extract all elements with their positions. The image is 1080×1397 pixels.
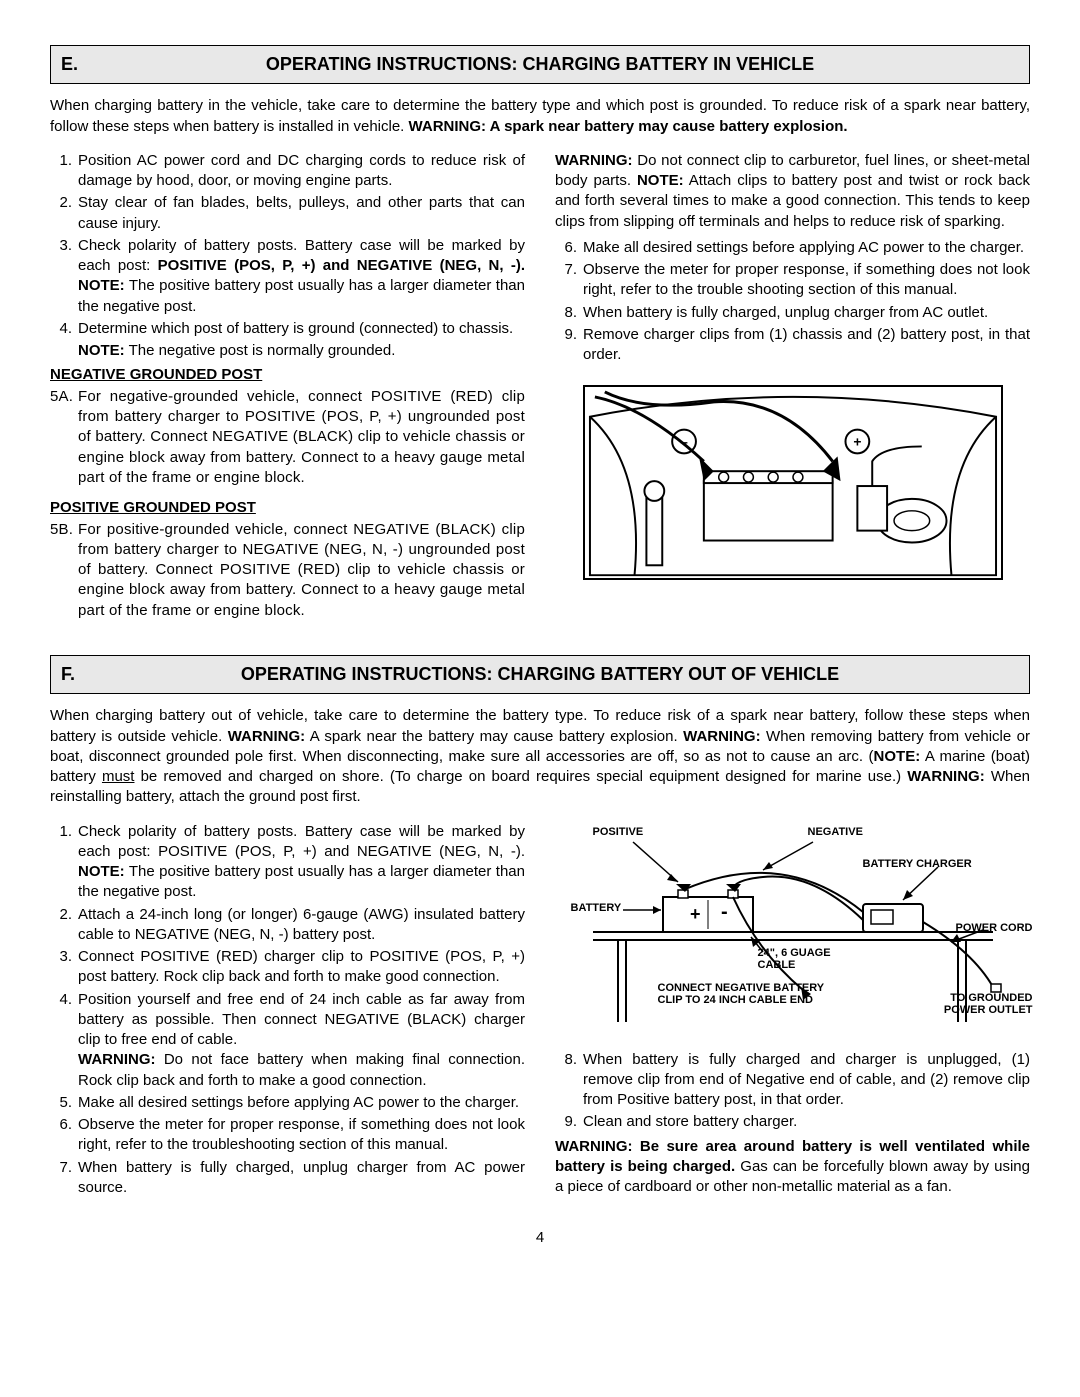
engine-diagram: – + bbox=[583, 385, 1003, 580]
lbl-power: POWER CORD bbox=[956, 922, 1033, 935]
f-step-2: Attach a 24-inch long (or longer) 6-gaug… bbox=[50, 905, 525, 946]
note-b: NOTE: bbox=[637, 172, 684, 189]
f-step-8: When battery is fully charged and charge… bbox=[555, 1050, 1030, 1111]
step-2-text: Stay clear of fan blades, belts, pulleys… bbox=[78, 194, 525, 231]
section-e-letter: E. bbox=[61, 53, 181, 76]
f8: When battery is fully charged and charge… bbox=[583, 1051, 1030, 1109]
step-5b: For positive-grounded vehicle, connect N… bbox=[50, 520, 525, 621]
f9: Clean and store battery charger. bbox=[583, 1113, 797, 1130]
step-9-text: Remove charger clips from (1) chassis an… bbox=[583, 326, 1030, 363]
lbl-outlet: TO GROUNDED POWER OUTLET bbox=[944, 992, 1033, 1017]
bench-diagram: + - bbox=[563, 822, 1023, 1032]
note-bold: NOTE: bbox=[78, 342, 125, 359]
f1b: NOTE: bbox=[78, 863, 125, 880]
f1a: Check polarity of battery posts. Battery… bbox=[78, 823, 525, 860]
f-step-4: Position yourself and free end of 24 inc… bbox=[50, 990, 525, 1091]
f1c: The positive battery post usually has a … bbox=[78, 863, 525, 900]
intro-warning: WARNING: A spark near battery may cause … bbox=[409, 118, 848, 135]
f6: Observe the meter for proper response, i… bbox=[78, 1116, 525, 1153]
f-step-9: Clean and store battery charger. bbox=[555, 1112, 1030, 1132]
lbl-cable: 24", 6 GUAGE CABLE bbox=[758, 947, 831, 972]
f-step-1: Check polarity of battery posts. Battery… bbox=[50, 822, 525, 903]
step-4-text: Determine which post of battery is groun… bbox=[78, 320, 513, 337]
f-step-5: Make all desired settings before applyin… bbox=[50, 1093, 525, 1113]
lbl-battery: BATTERY bbox=[571, 902, 622, 915]
f2: Attach a 24-inch long (or longer) 6-gaug… bbox=[78, 906, 525, 943]
step-5a: For negative-grounded vehicle, connect P… bbox=[50, 387, 525, 488]
note-text: The negative post is normally grounded. bbox=[125, 342, 396, 359]
section-e-title: OPERATING INSTRUCTIONS: CHARGING BATTERY… bbox=[181, 53, 1019, 76]
section-e-intro: When charging battery in the vehicle, ta… bbox=[50, 96, 1030, 137]
right-warning: WARNING: Do not connect clip to carburet… bbox=[555, 151, 1030, 232]
section-f-letter: F. bbox=[61, 663, 181, 686]
section-e-columns: Position AC power cord and DC charging c… bbox=[50, 151, 1030, 623]
lbl-positive: POSITIVE bbox=[593, 826, 644, 839]
section-f-columns: Check polarity of battery posts. Battery… bbox=[50, 822, 1030, 1201]
svg-text:+: + bbox=[853, 434, 861, 450]
step-4-note: NOTE: The negative post is normally grou… bbox=[50, 341, 525, 361]
pos-grounded-head: POSITIVE GROUNDED POST bbox=[50, 498, 525, 518]
f5: Make all desired settings before applyin… bbox=[78, 1094, 519, 1111]
f-step-6: Observe the meter for proper response, i… bbox=[50, 1115, 525, 1156]
section-e-left-col: Position AC power cord and DC charging c… bbox=[50, 151, 525, 623]
ff: NOTE: bbox=[874, 748, 921, 765]
f3: Connect POSITIVE (RED) charger clip to P… bbox=[78, 948, 525, 985]
section-f-left-col: Check polarity of battery posts. Battery… bbox=[50, 822, 525, 1201]
section-f-title: OPERATING INSTRUCTIONS: CHARGING BATTERY… bbox=[181, 663, 1019, 686]
warn-b: WARNING: bbox=[555, 152, 633, 169]
step-6: Make all desired settings before applyin… bbox=[555, 238, 1030, 258]
step-5b-text: For positive-grounded vehicle, connect N… bbox=[78, 521, 525, 619]
fb: WARNING: bbox=[228, 728, 306, 745]
svg-text:+: + bbox=[690, 904, 701, 924]
fh: must bbox=[102, 768, 135, 785]
lbl-connect: CONNECT NEGATIVE BATTERY CLIP TO 24 INCH… bbox=[658, 982, 825, 1007]
f-final-warning: WARNING: Be sure area around battery is … bbox=[555, 1137, 1030, 1198]
fc: A spark near the battery may cause batte… bbox=[305, 728, 683, 745]
step-2: Stay clear of fan blades, belts, pulleys… bbox=[50, 193, 525, 234]
neg-grounded-head: NEGATIVE GROUNDED POST bbox=[50, 365, 525, 385]
section-f-header: F. OPERATING INSTRUCTIONS: CHARGING BATT… bbox=[50, 655, 1030, 694]
svg-text:-: - bbox=[721, 901, 728, 923]
fd: WARNING: bbox=[683, 728, 761, 745]
page-number: 4 bbox=[50, 1228, 1030, 1248]
step-3: Check polarity of battery posts. Battery… bbox=[50, 236, 525, 317]
step-7-text: Observe the meter for proper response, i… bbox=[583, 261, 1030, 298]
lbl-negative: NEGATIVE bbox=[808, 826, 863, 839]
step-4: Determine which post of battery is groun… bbox=[50, 319, 525, 339]
step-9: Remove charger clips from (1) chassis an… bbox=[555, 325, 1030, 366]
fj: WARNING: bbox=[907, 768, 985, 785]
section-e-right-col: WARNING: Do not connect clip to carburet… bbox=[555, 151, 1030, 623]
f-step-7: When battery is fully charged, unplug ch… bbox=[50, 1158, 525, 1199]
step-8-text: When battery is fully charged, unplug ch… bbox=[583, 304, 988, 321]
section-f-right-col: + - bbox=[555, 822, 1030, 1201]
fi: be removed and charged on shore. (To cha… bbox=[134, 768, 907, 785]
f4b: WARNING: bbox=[78, 1051, 156, 1068]
f-step-3: Connect POSITIVE (RED) charger clip to P… bbox=[50, 947, 525, 988]
step-5a-text: For negative-grounded vehicle, connect P… bbox=[78, 388, 525, 486]
step-8: When battery is fully charged, unplug ch… bbox=[555, 303, 1030, 323]
step-1: Position AC power cord and DC charging c… bbox=[50, 151, 525, 192]
step-3c: The positive battery post usually has a … bbox=[78, 277, 525, 314]
lbl-charger: BATTERY CHARGER bbox=[863, 858, 972, 871]
section-f-intro: When charging battery out of vehicle, ta… bbox=[50, 706, 1030, 807]
step-1-text: Position AC power cord and DC charging c… bbox=[78, 152, 525, 189]
step-6-text: Make all desired settings before applyin… bbox=[583, 239, 1024, 256]
f7: When battery is fully charged, unplug ch… bbox=[78, 1159, 525, 1196]
f4a: Position yourself and free end of 24 inc… bbox=[78, 991, 525, 1049]
engine-svg: – + bbox=[585, 387, 1001, 580]
section-e-header: E. OPERATING INSTRUCTIONS: CHARGING BATT… bbox=[50, 45, 1030, 84]
step-7: Observe the meter for proper response, i… bbox=[555, 260, 1030, 301]
